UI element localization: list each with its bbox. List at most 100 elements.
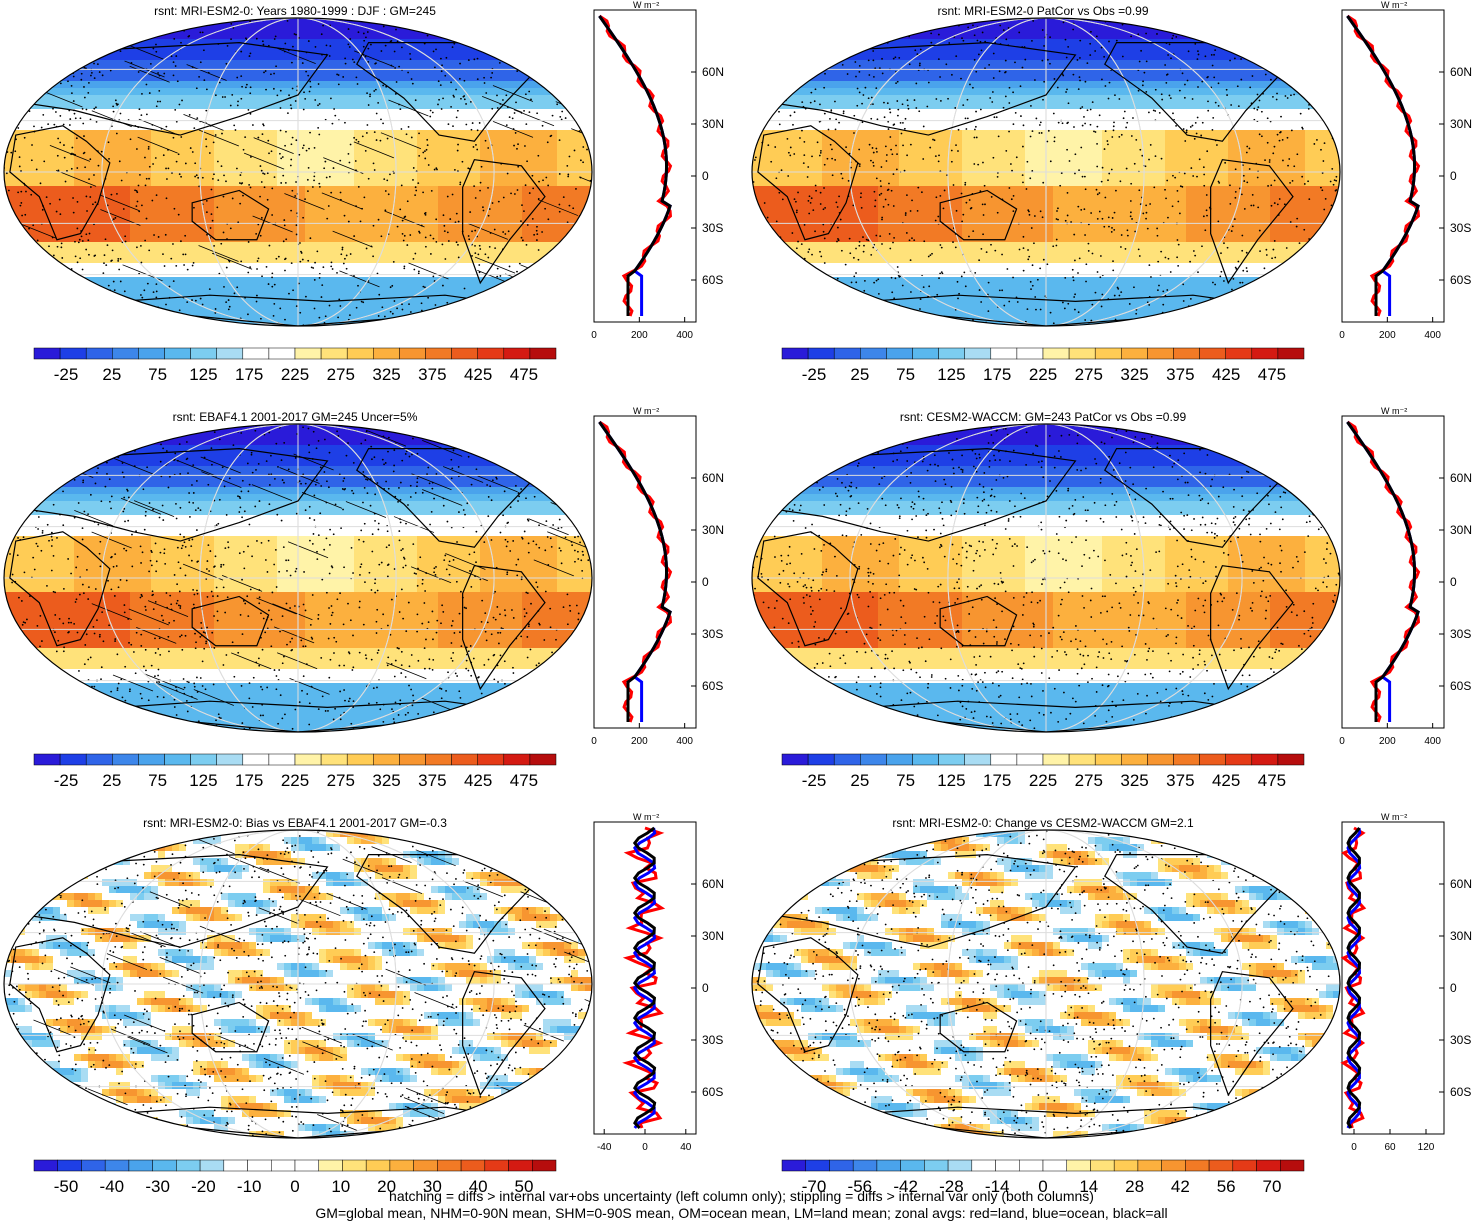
colorbar-label: 50 xyxy=(514,1177,533,1196)
colorbar-swatch xyxy=(112,753,139,766)
colorbar-label: 475 xyxy=(510,365,538,384)
colorbar-label: 275 xyxy=(327,771,355,790)
colorbar-label: 225 xyxy=(281,365,309,384)
colorbar-swatch xyxy=(389,1159,414,1172)
lat-tick-label: 30N xyxy=(1450,523,1472,537)
colorbar-swatch xyxy=(294,347,322,360)
lat-tick-label: 60S xyxy=(702,679,723,693)
footer-line-1: hatching = diffs > internal var+obs unce… xyxy=(0,1188,1483,1204)
map-panel-3: -25 25 75 125 175 225 275 325 375 425 475 W m⁻² 60N 3… xyxy=(3,406,724,790)
colorbar-swatch xyxy=(1068,347,1096,360)
lat-tick-label: 60S xyxy=(1450,1085,1471,1099)
zonal-x-tick: 0 xyxy=(1339,736,1345,747)
lat-tick-label: 0 xyxy=(702,575,709,589)
colorbar-swatch xyxy=(508,1159,533,1172)
colorbar-swatch xyxy=(1016,753,1044,766)
colorbar-swatch xyxy=(477,347,505,360)
colorbar-swatch xyxy=(1068,753,1096,766)
map-field xyxy=(4,424,592,732)
footer-line-2: GM=global mean, NHM=0-90N mean, SHM=0-90… xyxy=(0,1205,1483,1221)
colorbar-swatch xyxy=(373,347,400,360)
colorbar-swatch xyxy=(833,753,861,766)
colorbar-swatch xyxy=(294,753,322,766)
colorbar-label: 275 xyxy=(1075,771,1103,790)
zonal-x-tick: 0 xyxy=(1339,330,1345,341)
lat-tick-label: 60N xyxy=(702,877,724,891)
graticule xyxy=(4,424,592,732)
colorbar-swatch xyxy=(938,753,965,766)
colorbar-label: 175 xyxy=(235,771,263,790)
colorbar-label: 375 xyxy=(418,771,446,790)
zonal-average-plot: W m⁻² 60N 30N 0 30S 60S 0 200 400 xyxy=(1339,0,1472,341)
colorbar-label: -42 xyxy=(893,1177,918,1196)
zonal-ocean-line xyxy=(632,827,657,1129)
colorbar-swatch xyxy=(477,753,505,766)
colorbar-swatch xyxy=(164,753,191,766)
colorbar-swatch xyxy=(947,1159,973,1172)
colorbar-swatch xyxy=(1232,1159,1257,1172)
zonal-x-tick: 400 xyxy=(676,736,693,747)
lat-tick-label: 0 xyxy=(702,981,709,995)
colorbar-swatch xyxy=(1121,753,1148,766)
map-panel-1: -25 25 75 125 175 225 275 325 375 425 475 W m⁻² 60N 3… xyxy=(3,0,724,384)
map-title: rsnt: MRI-ESM2-0: Years 1980-1999 : DJF … xyxy=(0,4,590,18)
lat-tick-label: 60N xyxy=(1450,65,1472,79)
colorbar-swatch xyxy=(1256,1159,1281,1172)
colorbar-swatch xyxy=(271,1159,296,1172)
colorbar-label: -25 xyxy=(802,365,827,384)
colorbar: -50 -40 -30 -20 -10 0 10 20 30 40 50 xyxy=(33,1159,557,1196)
colorbar-swatch xyxy=(860,347,887,360)
zonal-all-line xyxy=(632,826,657,1130)
colorbar-swatch xyxy=(320,347,348,360)
colorbar-label: 25 xyxy=(102,365,121,384)
colorbar-label: 10 xyxy=(331,1177,350,1196)
lat-tick-label: 0 xyxy=(1450,981,1457,995)
colorbar-label: 40 xyxy=(469,1177,488,1196)
colorbar-swatch xyxy=(964,347,992,360)
colorbar-label: 275 xyxy=(1075,365,1103,384)
colorbar-swatch xyxy=(1019,1159,1044,1172)
colorbar-swatch xyxy=(807,753,835,766)
colorbar-swatch xyxy=(164,347,191,360)
zonal-x-tick: 200 xyxy=(631,330,648,341)
map-border xyxy=(3,829,593,1139)
colorbar-label: 425 xyxy=(1212,771,1240,790)
colorbar-swatch xyxy=(900,1159,925,1172)
colorbar-swatch xyxy=(247,1159,272,1172)
map-field xyxy=(752,830,1340,1138)
colorbar-swatch xyxy=(1277,347,1305,360)
lat-tick-label: 60S xyxy=(702,273,723,287)
colorbar-swatch xyxy=(1225,347,1253,360)
colorbar-label: 225 xyxy=(1029,771,1057,790)
zonal-average-plot: W m⁻² 60N 30N 0 30S 60S 0 60 120 xyxy=(1340,812,1472,1153)
colorbar-swatch xyxy=(294,1159,319,1172)
colorbar-label: 125 xyxy=(937,771,965,790)
colorbar-swatch xyxy=(1199,347,1226,360)
colorbar-swatch xyxy=(216,347,244,360)
colorbar-label: 125 xyxy=(937,365,965,384)
colorbar: -25 25 75 125 175 225 275 325 375 425 475 xyxy=(781,347,1305,384)
colorbar-swatch xyxy=(781,347,809,360)
colorbar-label: -56 xyxy=(848,1177,873,1196)
lat-tick-label: 30N xyxy=(702,929,724,943)
colorbar-swatch xyxy=(886,753,913,766)
zonal-units: W m⁻² xyxy=(1381,406,1407,416)
zonal-x-tick: 400 xyxy=(1424,330,1441,341)
colorbar-label: 425 xyxy=(1212,365,1240,384)
map-panel-5: -50 -40 -30 -20 -10 0 10 20 30 40 50 W m⁻² 60N 30N 0 30… xyxy=(3,812,724,1196)
colorbar-swatch xyxy=(995,1159,1020,1172)
zonal-units: W m⁻² xyxy=(633,406,659,416)
map-border xyxy=(3,423,593,733)
coastlines xyxy=(9,448,546,732)
lat-tick-label: 30S xyxy=(1450,1033,1471,1047)
colorbar-swatch xyxy=(242,347,270,360)
colorbar-swatch xyxy=(1016,347,1044,360)
map-panel-2: -25 25 75 125 175 225 275 325 375 425 475 W m⁻² 60N 3… xyxy=(751,0,1472,384)
colorbar-swatch xyxy=(503,347,531,360)
coastlines xyxy=(757,448,1294,732)
colorbar-label: 56 xyxy=(1217,1177,1236,1196)
map-border xyxy=(751,17,1341,327)
lat-tick-label: 60N xyxy=(702,471,724,485)
colorbar-label: -25 xyxy=(54,365,79,384)
colorbar-swatch xyxy=(33,347,61,360)
